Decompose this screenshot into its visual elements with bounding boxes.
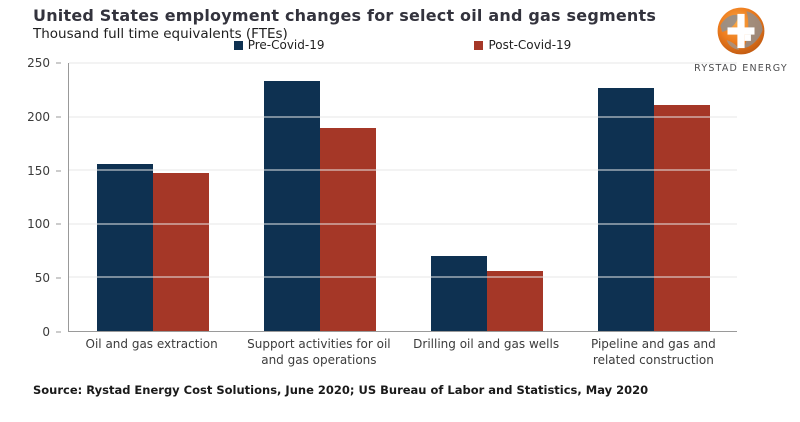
y-tick-label-100: 100	[27, 217, 50, 232]
y-tick-mark-100	[56, 223, 61, 225]
y-tick-mark-200	[56, 116, 61, 118]
bar-group-oil-and-gas-extraction	[69, 63, 236, 331]
legend-item-post-covid-19: Post-Covid-19	[474, 38, 571, 52]
bar-group-pipeline-and-gas-and-related-construction	[570, 63, 737, 331]
y-tick-label-250: 250	[27, 56, 50, 70]
chart-subtitle: Thousand full time equivalents (FTEs)	[33, 26, 288, 42]
x-axis-label-pipeline-and-gas-and-related-construction: Pipeline and gas and related constructio…	[590, 337, 716, 367]
legend-label-pre-covid-19: Pre-Covid-19	[247, 38, 325, 52]
bar-pre-covid-19-drilling-oil-and-gas-wells	[430, 255, 487, 331]
bar-pre-covid-19-oil-and-gas-extraction	[96, 163, 153, 331]
chart-title: United States employment changes for sel…	[33, 6, 657, 25]
gridline-150	[69, 169, 737, 171]
y-tick-mark-0	[56, 331, 61, 333]
legend-item-pre-covid-19: Pre-Covid-19	[233, 38, 325, 52]
y-tick-mark-250	[56, 62, 61, 64]
logo: RYSTAD ENERGY	[688, 4, 794, 74]
legend-swatch-pre-covid-19	[233, 40, 243, 50]
bar-post-covid-19-pipeline-and-gas-and-related-construction	[653, 104, 710, 331]
bar-post-covid-19-support-activities-for-oil-and-gas-operations	[319, 128, 376, 331]
legend-swatch-post-covid-19	[474, 40, 484, 50]
plot-area	[68, 62, 737, 332]
y-tick-label-150: 150	[27, 163, 50, 178]
bar-post-covid-19-oil-and-gas-extraction	[152, 173, 209, 331]
y-tick-mark-50	[56, 277, 61, 279]
x-axis-label-oil-and-gas-extraction: Oil and gas extraction	[85, 337, 218, 351]
gridline-50	[69, 276, 737, 278]
x-axis-labels: Oil and gas extraction Support activities…	[68, 337, 737, 368]
bar-post-covid-19-drilling-oil-and-gas-wells	[486, 270, 543, 331]
bar-group-support-activities-for-oil-and-gas-operations	[236, 63, 403, 331]
bar-pre-covid-19-pipeline-and-gas-and-related-construction	[597, 87, 654, 331]
bar-group-drilling-oil-and-gas-wells	[403, 63, 570, 331]
globe-icon	[714, 7, 768, 62]
x-axis-label-support-activities-for-oil-and-gas-operations: Support activities for oil and gas opera…	[247, 337, 391, 367]
x-axis-label-drilling-oil-and-gas-wells: Drilling oil and gas wells	[413, 337, 560, 351]
y-axis-labels: 0 50 100 150 200 250	[0, 56, 62, 339]
bar-groups	[69, 63, 737, 331]
y-tick-label-0: 0	[42, 325, 50, 339]
y-tick-label-50: 50	[34, 271, 50, 286]
legend-label-post-covid-19: Post-Covid-19	[488, 38, 572, 52]
gridline-200	[69, 116, 737, 118]
gridline-100	[69, 223, 737, 225]
y-tick-mark-150	[56, 170, 61, 172]
source-note: Source: Rystad Energy Cost Solutions, Ju…	[33, 383, 649, 397]
logo-brand-text: RYSTAD ENERGY	[694, 63, 788, 74]
y-tick-label-200: 200	[27, 109, 50, 124]
legend: Pre-Covid-19 Post-Covid-19	[68, 38, 737, 52]
bar-pre-covid-19-support-activities-for-oil-and-gas-operations	[263, 81, 320, 331]
gridline-250	[69, 62, 737, 64]
